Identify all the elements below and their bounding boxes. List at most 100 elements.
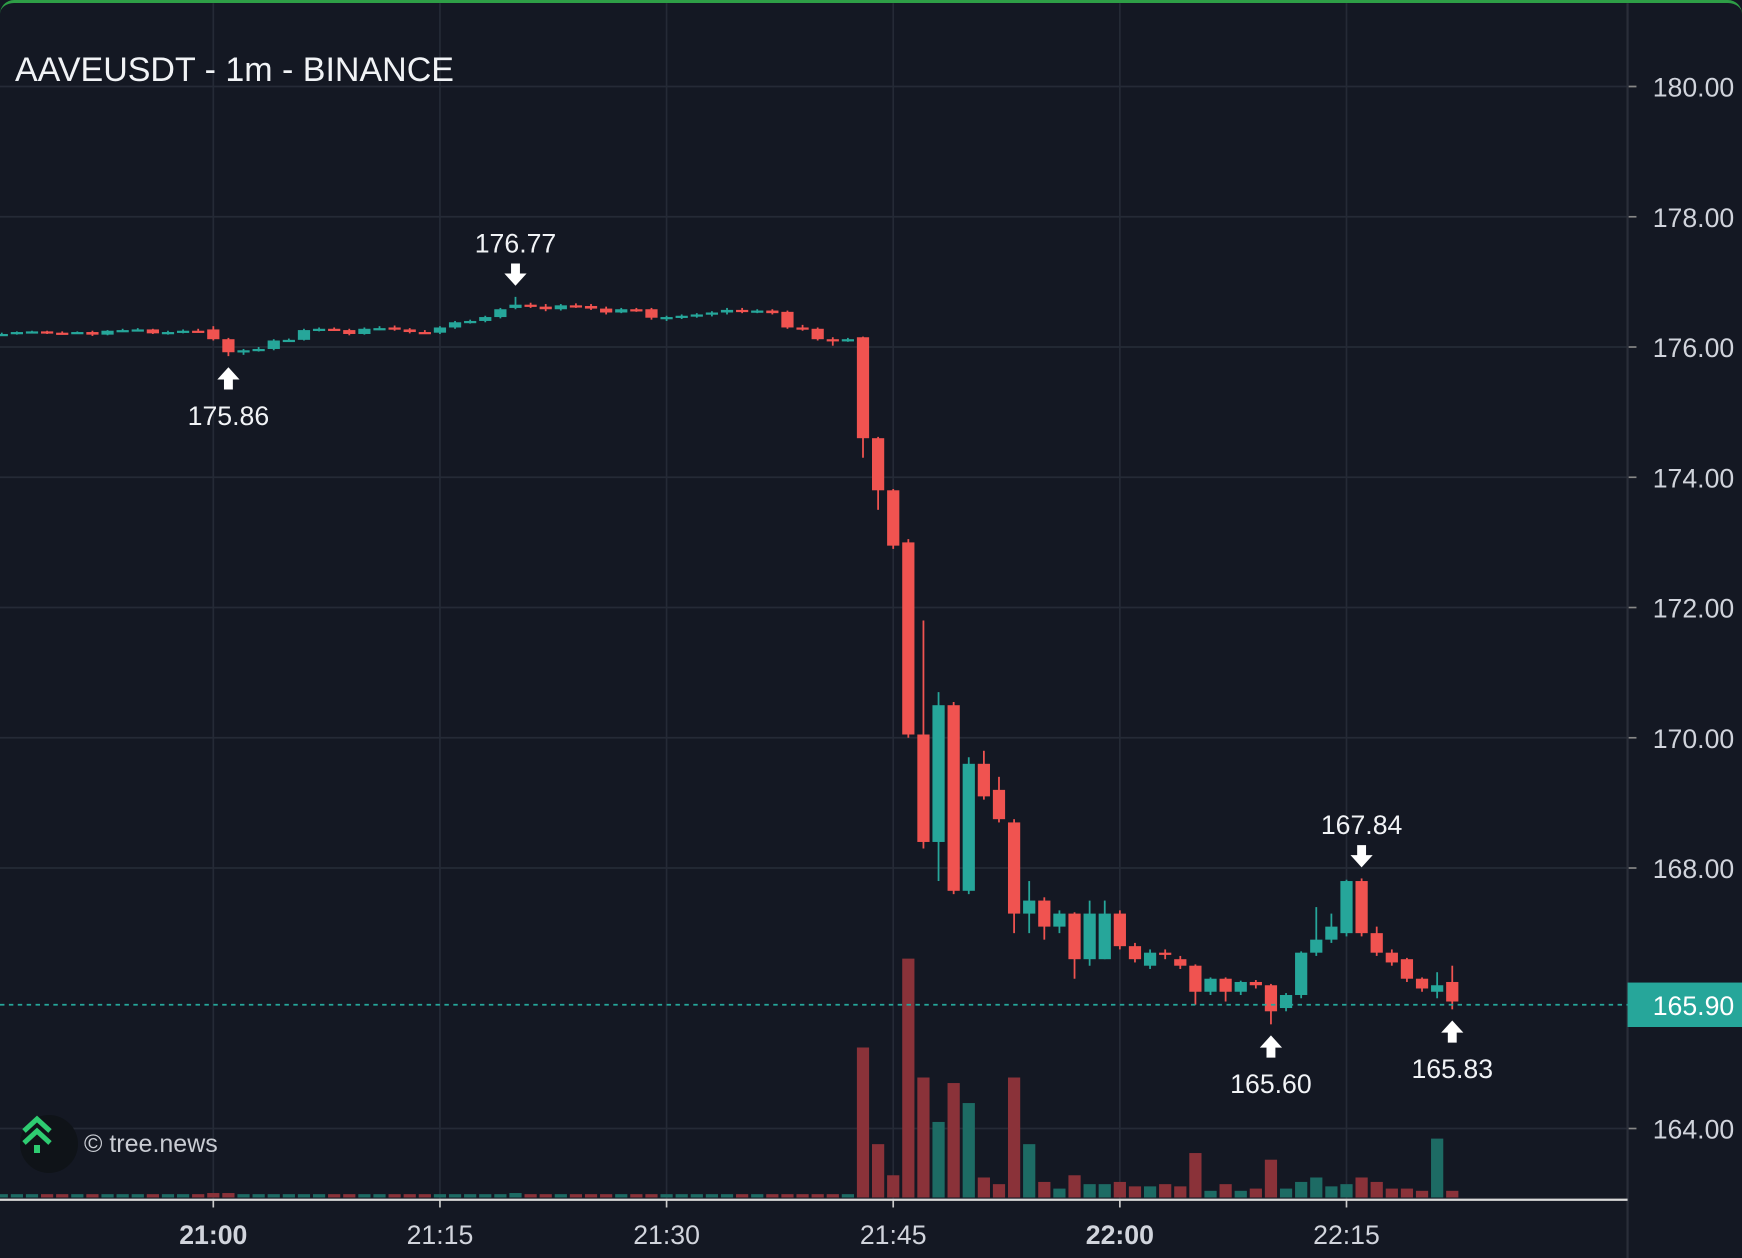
volume-bar	[358, 1194, 371, 1198]
candle-body	[161, 332, 175, 335]
candle	[1370, 926, 1383, 956]
candle-body	[977, 763, 990, 797]
candle	[584, 304, 598, 310]
candle	[192, 328, 205, 333]
y-tick-label: 168.00	[1653, 854, 1735, 884]
volume-bar	[554, 1194, 567, 1198]
volume-bar	[1234, 1190, 1247, 1198]
candle	[1234, 980, 1247, 996]
candle-body	[373, 328, 386, 331]
volume-bar	[252, 1194, 265, 1198]
candle	[509, 296, 522, 310]
volume-bar	[1279, 1188, 1293, 1198]
candle-body	[811, 328, 824, 340]
candle	[1023, 881, 1036, 934]
volume-bar	[615, 1194, 628, 1198]
candle	[660, 315, 673, 321]
candle	[1415, 977, 1429, 992]
candle-body	[1355, 881, 1368, 934]
candle-body	[569, 305, 583, 308]
candle	[796, 324, 809, 331]
volume-bar	[1385, 1188, 1398, 1198]
candle	[1174, 955, 1187, 969]
volume-bar	[1143, 1186, 1157, 1198]
candle-body	[1415, 978, 1429, 989]
candle	[358, 327, 371, 335]
volume-bar	[1083, 1184, 1096, 1198]
volume-bar	[101, 1194, 114, 1198]
candle-body	[887, 490, 900, 546]
candle	[1083, 900, 1096, 966]
candle-body	[1053, 913, 1066, 927]
volume-bar	[312, 1194, 326, 1198]
volume-bar	[1446, 1190, 1459, 1198]
volume-bar	[856, 1047, 870, 1198]
volume-bar	[947, 1083, 960, 1198]
candle	[645, 307, 658, 320]
candle	[161, 330, 175, 335]
candle	[343, 328, 356, 336]
candle	[1431, 972, 1444, 999]
candlestick-chart[interactable]: 180.00 178.00 176.00 174.00 172.00 170.00 168.…	[0, 3, 1742, 1258]
candle	[947, 701, 960, 895]
watermark: © tree.news	[20, 1115, 218, 1173]
candle-body	[539, 306, 552, 310]
candle	[1400, 957, 1414, 982]
volume-bar	[328, 1194, 341, 1198]
volume-bar	[479, 1194, 492, 1198]
candle-body	[418, 332, 431, 335]
candle	[1204, 977, 1217, 996]
volume-bar	[1370, 1181, 1383, 1198]
candle	[373, 326, 386, 331]
arrow-up-icon	[1441, 1020, 1464, 1043]
candle	[25, 330, 39, 334]
volume-bar	[1340, 1184, 1353, 1198]
volume-bar	[766, 1194, 779, 1198]
candle-body	[433, 327, 447, 333]
arrow-down-icon	[1350, 845, 1373, 868]
candle-body	[101, 330, 114, 335]
volume-bar	[207, 1193, 220, 1198]
volume-bar	[600, 1194, 613, 1198]
candle-body	[554, 305, 567, 310]
candle	[1310, 907, 1323, 956]
volume-bar	[992, 1184, 1006, 1198]
candle	[1189, 964, 1202, 1005]
candle-body	[1204, 978, 1217, 992]
candle	[267, 339, 280, 351]
candle-body	[1219, 978, 1232, 992]
candle-body	[1249, 981, 1262, 986]
volume-bar	[1415, 1190, 1429, 1198]
y-tick-label: 178.00	[1653, 203, 1735, 233]
volume-bar	[1098, 1184, 1111, 1198]
candle	[403, 328, 416, 334]
candle-body	[282, 339, 295, 343]
volume-bar	[56, 1194, 69, 1198]
volume-bar	[509, 1193, 522, 1198]
y-tick-label: 176.00	[1653, 333, 1735, 363]
candle-body	[705, 312, 719, 315]
candle	[871, 436, 885, 510]
volume-bar	[86, 1194, 99, 1198]
candle-body	[252, 348, 265, 352]
candle	[1098, 900, 1111, 960]
candle-body	[222, 339, 235, 353]
volume-bar	[1159, 1184, 1172, 1198]
volume-bar	[645, 1194, 658, 1198]
candle-body	[600, 308, 613, 313]
volume-bar	[176, 1194, 190, 1198]
volume-bar	[826, 1194, 839, 1198]
candle	[494, 307, 507, 319]
volume-bar	[192, 1194, 205, 1198]
candle-body	[71, 332, 84, 335]
candle	[222, 337, 235, 357]
volume-bar	[1355, 1177, 1368, 1198]
candle-body	[1340, 881, 1353, 934]
current-price-label: 165.90	[1653, 991, 1735, 1021]
candle-body	[297, 330, 311, 340]
candle-body	[992, 789, 1006, 820]
x-tick-label: 21:45	[860, 1220, 927, 1250]
candle	[630, 307, 643, 312]
volume-bar	[1325, 1186, 1338, 1198]
